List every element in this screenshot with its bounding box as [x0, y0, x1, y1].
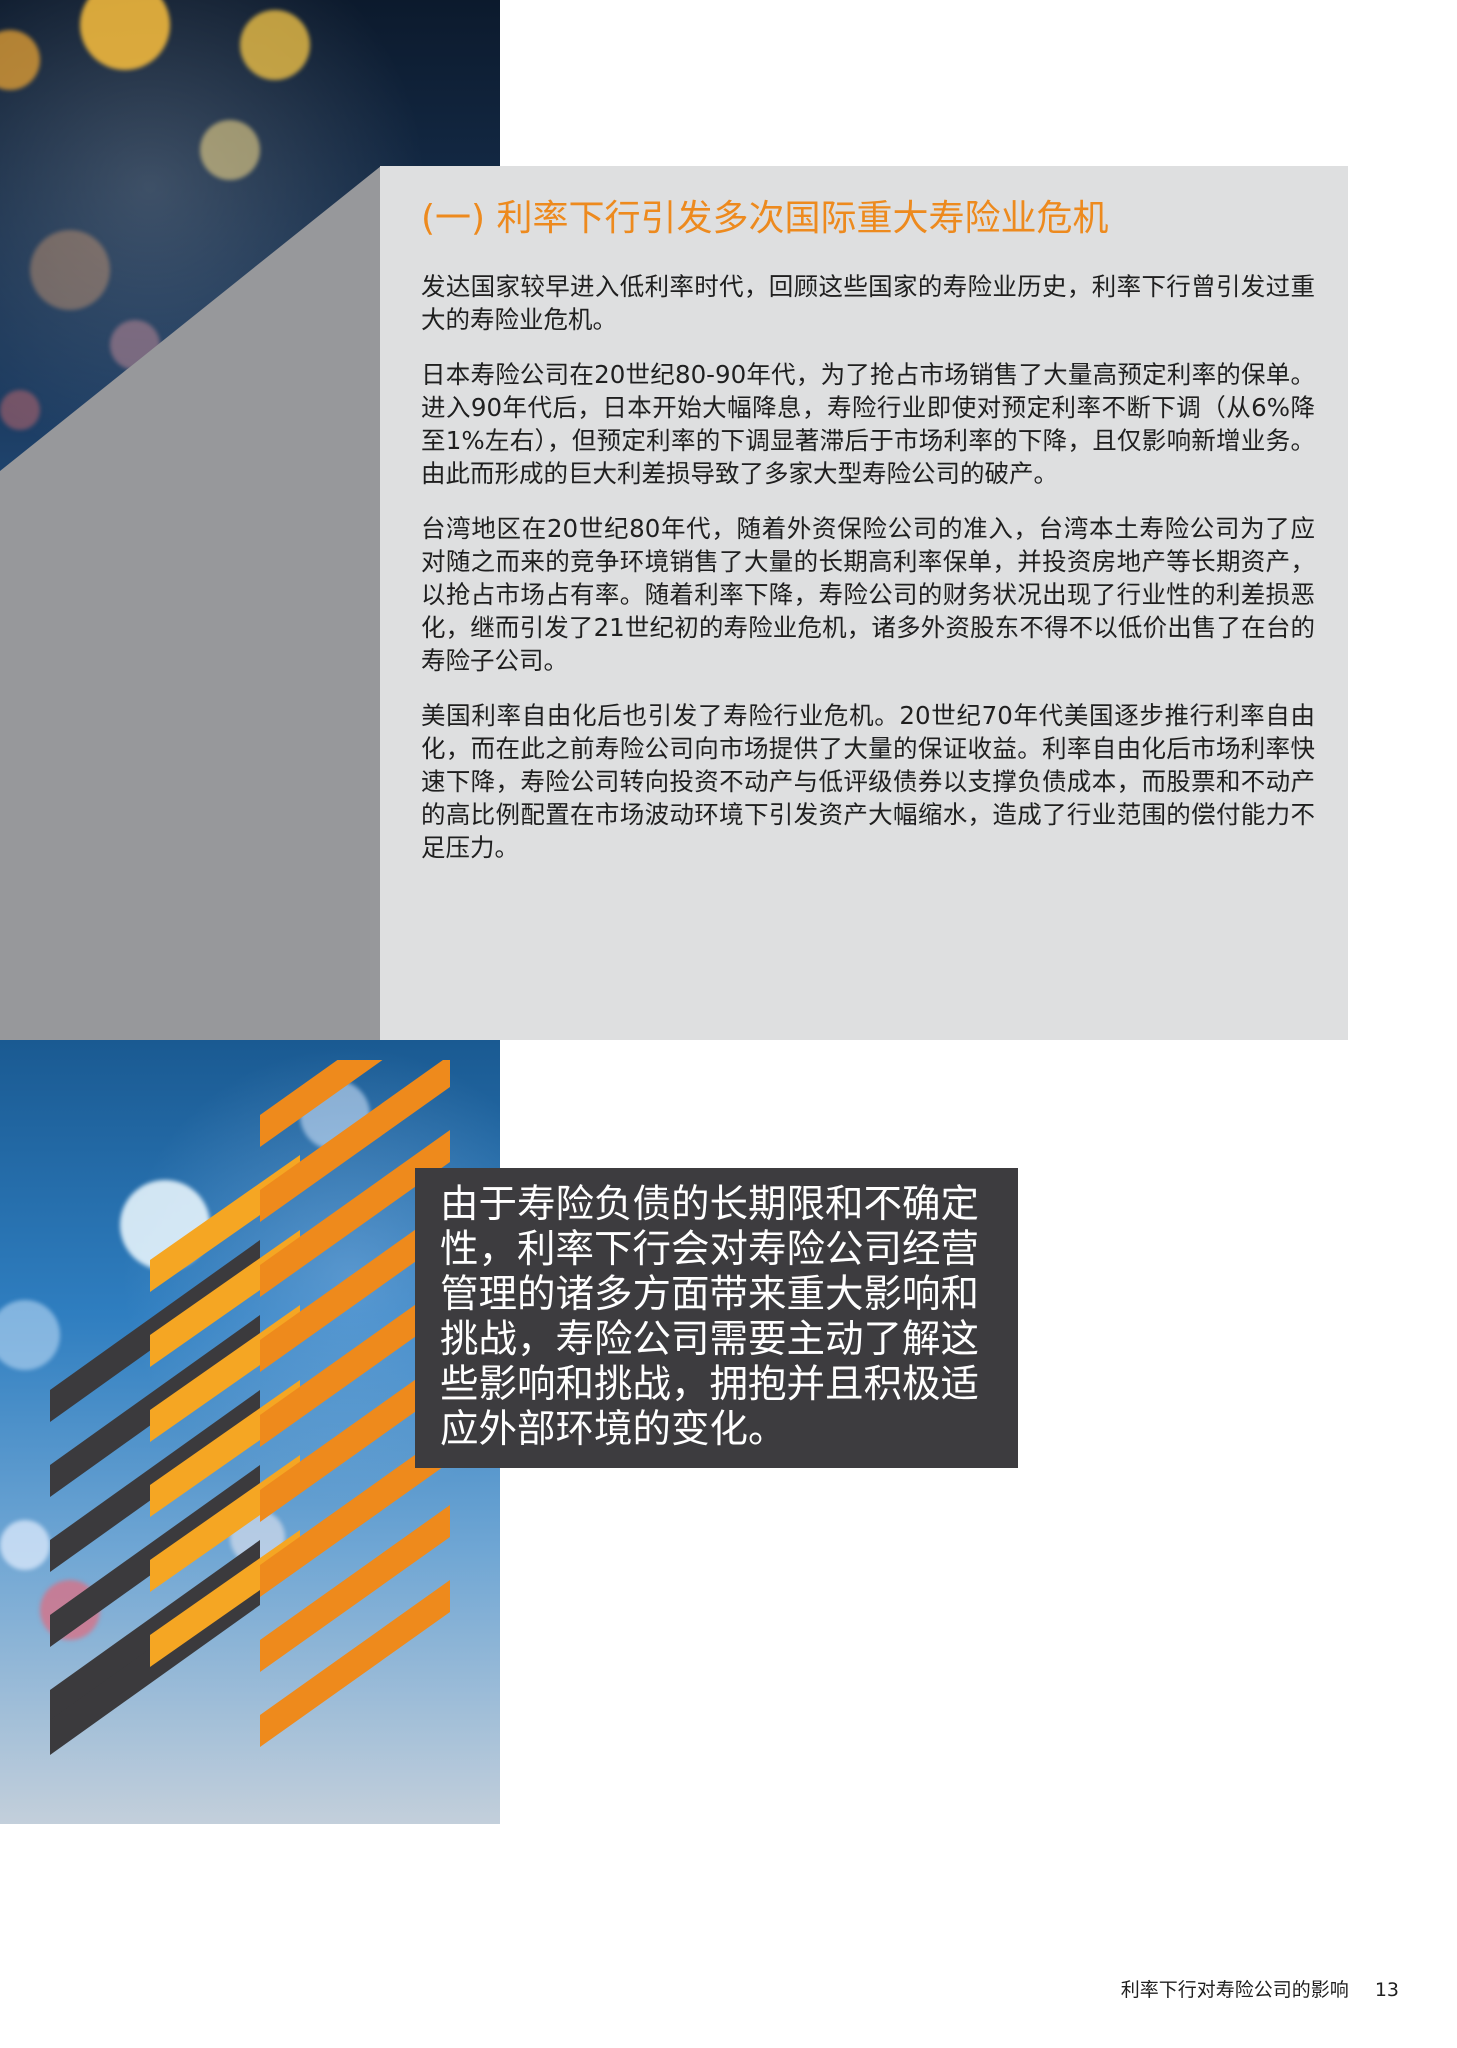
- gray-triangle-decor: [0, 166, 381, 1040]
- paragraph-intro: 发达国家较早进入低利率时代，回顾这些国家的寿险业历史，利率下行曾引发过重大的寿险…: [421, 272, 1315, 334]
- paragraph-taiwan: 台湾地区在20世纪80年代，随着外资保险公司的准入，台湾本土寿险公司为了应对随之…: [421, 514, 1315, 675]
- paragraph-japan: 日本寿险公司在20世纪80-90年代，为了抢占市场销售了大量高预定利率的保单。进…: [421, 360, 1315, 488]
- content-panel: [380, 166, 1348, 1040]
- page-footer: 利率下行对寿险公司的影响 13: [1121, 1975, 1399, 2002]
- section-heading: (一) 利率下行引发多次国际重大寿险业危机: [421, 198, 1109, 239]
- footer-title: 利率下行对寿险公司的影响: [1120, 1979, 1349, 2001]
- page-number: 13: [1374, 1979, 1399, 2001]
- paragraph-usa: 美国利率自由化后也引发了寿险行业危机。20世纪70年代美国逐步推行利率自由化，而…: [421, 701, 1315, 862]
- diagonal-stripes-decor: [50, 1060, 450, 1755]
- callout-box: [415, 1168, 1018, 1468]
- section-content: (一) 利率下行引发多次国际重大寿险业危机 发达国家较早进入低利率时代，回顾这些…: [421, 196, 1315, 886]
- callout-text: 由于寿险负债的长期限和不确定性，利率下行会对寿险公司经营管理的诸多方面带来重大影…: [440, 1182, 980, 1452]
